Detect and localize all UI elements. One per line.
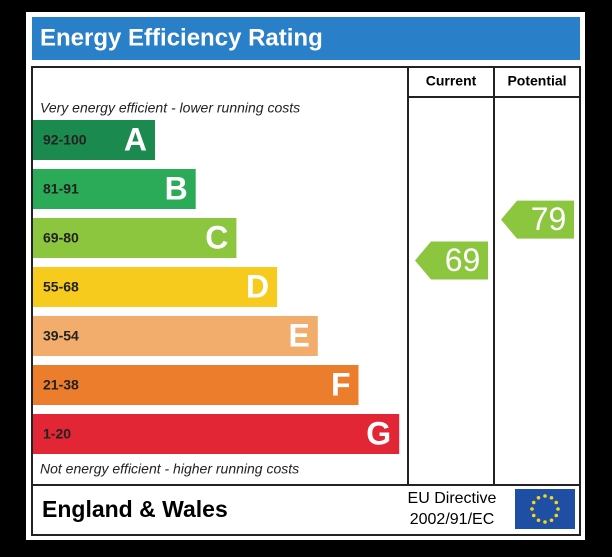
- band-range: 81-91: [43, 181, 79, 197]
- flag-star: [536, 518, 541, 523]
- flag-star: [549, 495, 554, 500]
- table-grid: [31, 66, 581, 536]
- band-bar: [33, 120, 155, 160]
- title-bar: [32, 17, 580, 60]
- flag-star: [556, 507, 560, 511]
- band-bar: [33, 414, 400, 454]
- band-bar: [33, 365, 359, 405]
- band-bar: [33, 169, 196, 209]
- current-header: Current: [426, 73, 477, 89]
- band-range: 39-54: [43, 328, 79, 344]
- band-range: 55-68: [43, 279, 79, 295]
- rating-arrow: [501, 200, 574, 239]
- band-letter: E: [288, 317, 309, 353]
- rating-value: 69: [445, 242, 481, 278]
- flag-star: [531, 500, 536, 505]
- region: England & Wales: [42, 496, 228, 522]
- band-letter: C: [205, 219, 228, 255]
- eu-flag: [515, 489, 575, 529]
- flag-star: [554, 513, 559, 518]
- potential-header: Potential: [507, 73, 566, 89]
- band-bar: [33, 316, 318, 356]
- band-range: 21-38: [43, 377, 79, 393]
- flag-star: [531, 513, 536, 518]
- rating-value: 79: [531, 201, 567, 237]
- flag-star: [549, 518, 554, 523]
- directive-line: 2002/91/EC: [410, 511, 495, 528]
- title: Energy Efficiency Rating: [40, 24, 323, 51]
- flag-star: [530, 507, 534, 511]
- band-letter: B: [165, 170, 188, 206]
- flag-star: [536, 495, 541, 500]
- band-letter: F: [331, 366, 351, 402]
- top-note: Very energy efficient - lower running co…: [40, 100, 300, 116]
- band-range: 69-80: [43, 230, 79, 246]
- flag-star: [543, 520, 547, 524]
- band-range: 1-20: [43, 426, 71, 442]
- rating-arrow: [415, 241, 488, 280]
- band-letter: D: [246, 268, 269, 304]
- bottom-note: Not energy efficient - higher running co…: [40, 461, 299, 477]
- band-range: 92-100: [43, 132, 87, 148]
- band-bar: [33, 218, 237, 258]
- band-letter: G: [366, 415, 391, 451]
- band-bar: [33, 267, 278, 307]
- directive-line: EU Directive: [408, 490, 497, 507]
- flag-star: [554, 500, 559, 505]
- flag-star: [543, 494, 547, 498]
- band-letter: A: [124, 121, 147, 157]
